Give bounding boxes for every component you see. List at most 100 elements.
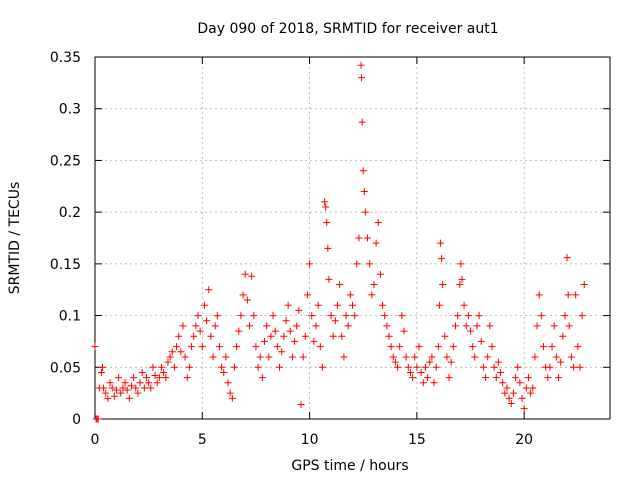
data-point	[303, 291, 311, 299]
data-point	[370, 281, 378, 289]
data-point	[417, 368, 425, 376]
data-point	[514, 363, 522, 371]
data-point	[544, 374, 552, 382]
data-point	[192, 322, 200, 330]
data-point	[464, 312, 472, 320]
data-point	[559, 332, 567, 340]
data-point	[572, 291, 580, 299]
y-tick-label: 0.2	[59, 205, 81, 221]
data-point	[505, 394, 513, 402]
data-point	[325, 275, 333, 283]
data-point	[398, 312, 406, 320]
data-point	[224, 379, 232, 387]
data-point	[479, 363, 487, 371]
data-point	[499, 379, 507, 387]
data-point	[477, 337, 485, 345]
data-point	[349, 301, 356, 309]
data-point	[473, 322, 481, 330]
data-point	[413, 363, 421, 371]
data-point	[246, 322, 253, 330]
data-point	[314, 301, 322, 309]
data-point	[200, 301, 208, 309]
data-point	[454, 312, 462, 320]
data-point	[140, 384, 148, 392]
data-point	[550, 322, 558, 330]
data-point	[576, 363, 584, 371]
data-point	[121, 379, 129, 387]
data-point	[158, 363, 166, 371]
data-point	[524, 374, 532, 382]
grid-lines	[95, 57, 610, 419]
data-point	[457, 260, 465, 268]
data-point	[155, 374, 163, 382]
data-point	[374, 218, 382, 226]
data-point	[115, 374, 123, 382]
data-point	[531, 353, 539, 361]
data-point	[323, 218, 331, 226]
data-points	[91, 61, 588, 423]
data-point	[548, 343, 556, 351]
data-point	[527, 389, 535, 397]
data-point	[237, 312, 245, 320]
data-point	[333, 301, 341, 309]
data-point	[177, 348, 185, 356]
data-point	[130, 374, 138, 382]
data-point	[324, 244, 332, 252]
data-point	[436, 239, 444, 247]
data-point	[391, 358, 399, 366]
data-point	[447, 358, 455, 366]
data-point	[578, 312, 586, 320]
data-point	[112, 386, 120, 394]
data-point	[291, 337, 299, 345]
data-point	[276, 363, 284, 371]
y-tick-label: 0.3	[59, 102, 81, 118]
data-point	[331, 317, 339, 325]
data-point	[209, 353, 217, 361]
y-tick-label: 0.05	[50, 360, 81, 376]
data-point	[168, 348, 176, 356]
data-point	[509, 389, 517, 397]
data-point	[488, 343, 496, 351]
data-point	[295, 306, 303, 314]
data-point	[552, 353, 560, 361]
data-point	[100, 384, 108, 392]
data-point	[353, 260, 361, 268]
data-point	[196, 327, 204, 335]
data-point	[280, 332, 288, 340]
data-point	[250, 312, 258, 320]
data-point	[170, 363, 178, 371]
data-point	[194, 312, 202, 320]
data-point	[211, 322, 219, 330]
data-point	[207, 332, 215, 340]
data-point	[516, 379, 524, 387]
data-point	[288, 353, 296, 361]
data-point	[520, 405, 528, 413]
data-point	[351, 312, 359, 320]
data-point	[336, 281, 344, 289]
data-point	[492, 374, 500, 382]
data-point	[91, 343, 99, 351]
data-point	[94, 415, 102, 423]
data-point	[435, 301, 443, 309]
y-tick-labels: 0 0.05 0.1 0.15 0.2 0.25 0.3 0.35	[50, 50, 81, 428]
x-tick-labels: 0 5 10 15 20	[91, 432, 534, 448]
data-point	[438, 255, 446, 263]
data-point	[426, 358, 434, 366]
data-point	[434, 343, 442, 351]
data-point	[321, 198, 329, 206]
x-tick-label: 5	[198, 432, 207, 448]
data-point	[507, 399, 515, 407]
data-point	[471, 353, 479, 361]
data-point	[215, 343, 223, 351]
data-point	[261, 337, 269, 345]
chart-title: Day 090 of 2018, SRMTID for receiver aut…	[197, 21, 498, 37]
data-point	[151, 372, 159, 380]
data-point	[404, 363, 412, 371]
data-point	[233, 343, 241, 351]
x-tick-label: 15	[408, 432, 426, 448]
data-point	[564, 291, 572, 299]
data-point	[415, 343, 423, 351]
data-point	[316, 343, 324, 351]
